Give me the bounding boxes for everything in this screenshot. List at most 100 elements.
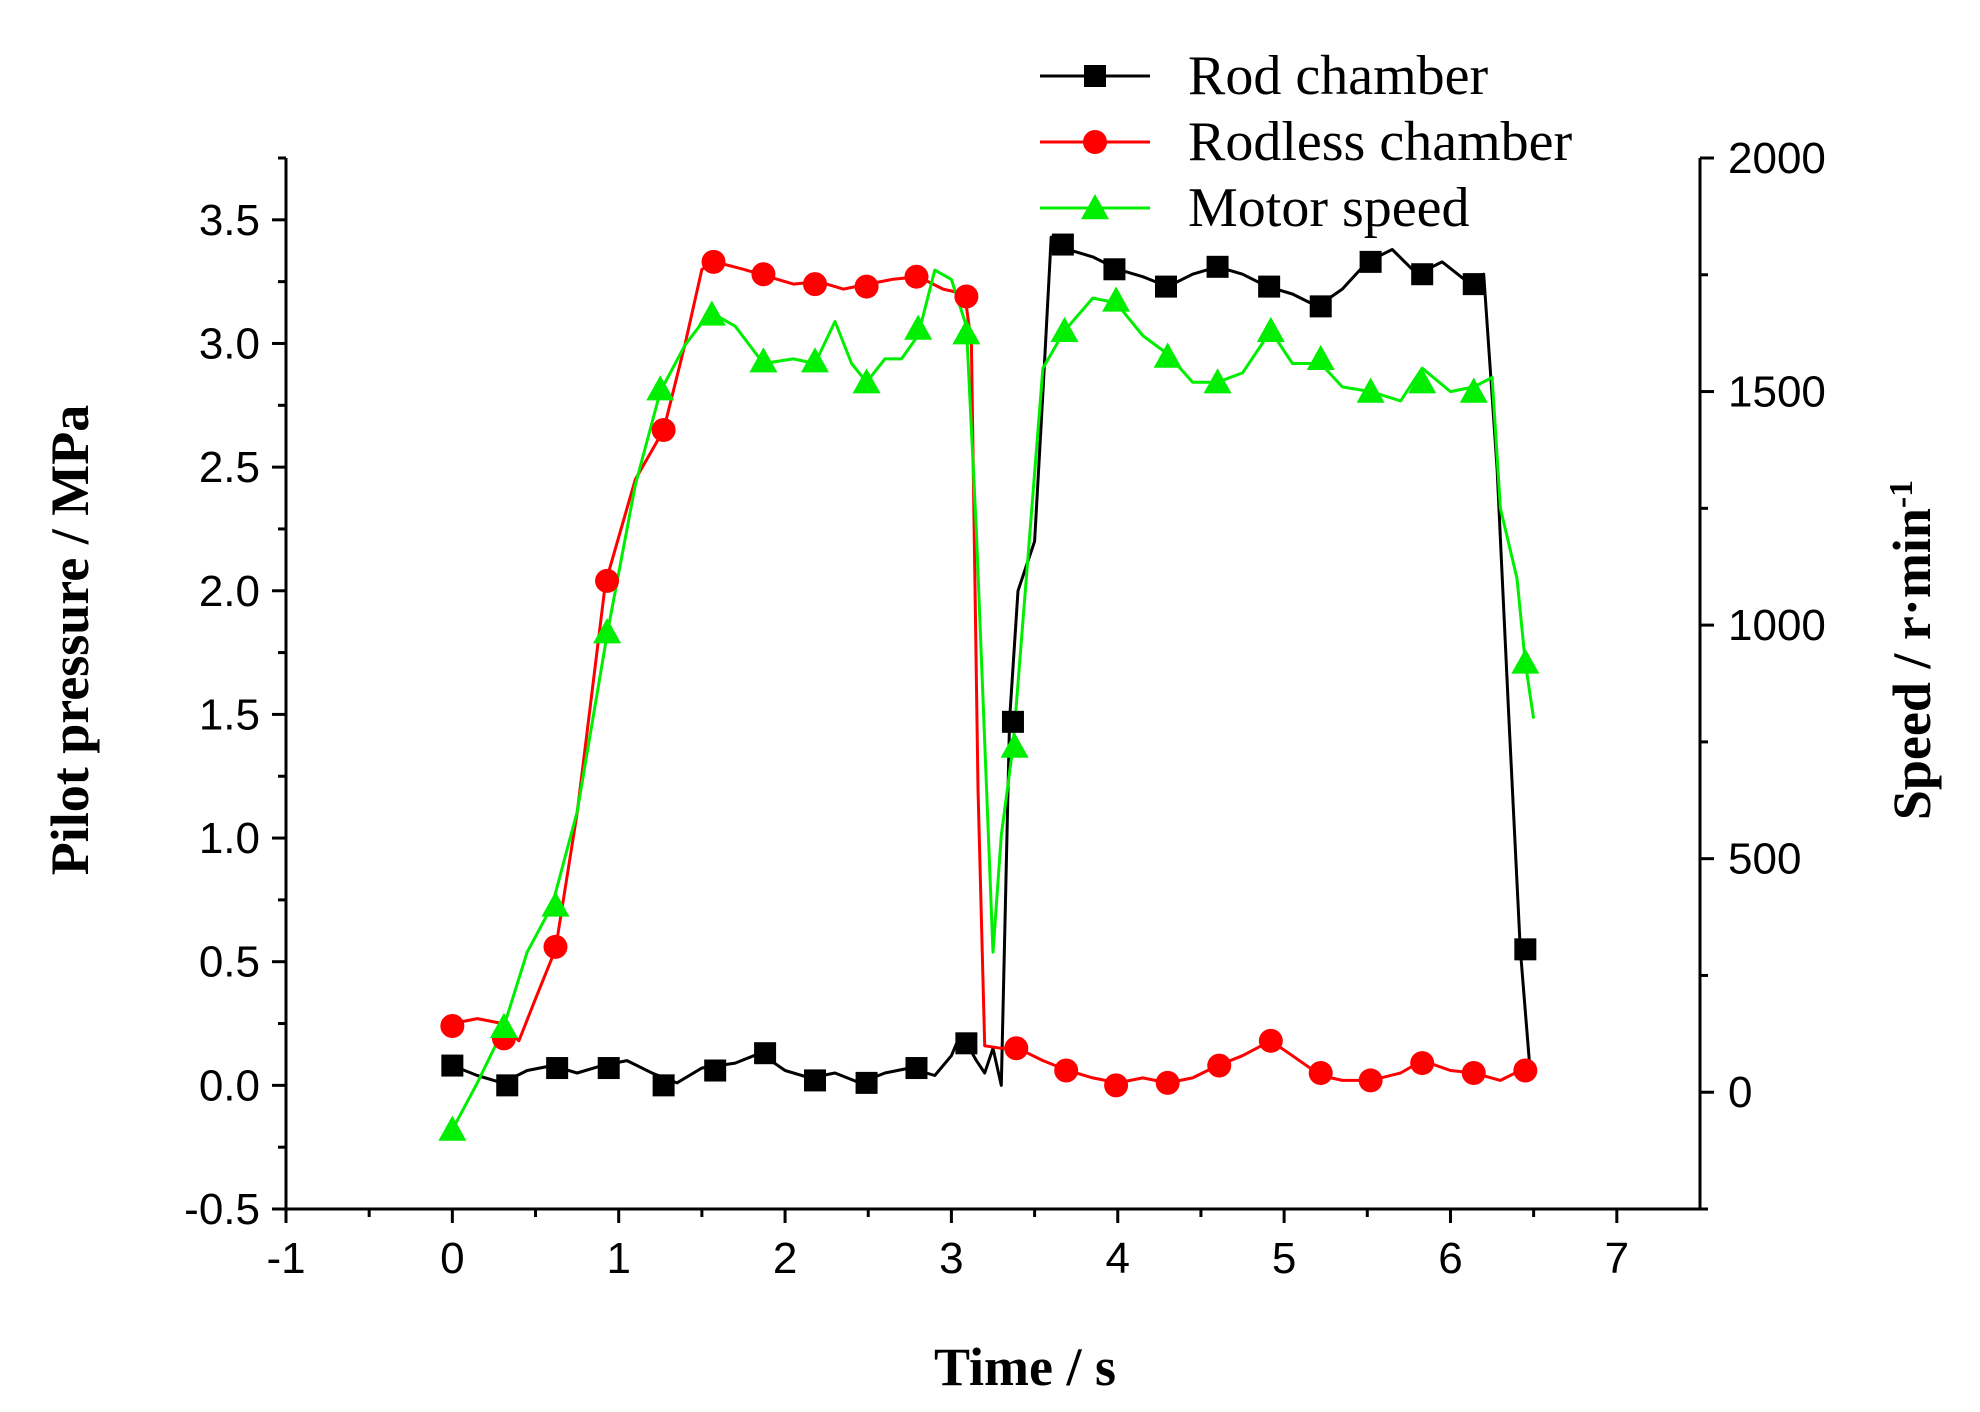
rodless-chamber-point	[854, 274, 879, 299]
y-left-tick-label: -0.5	[184, 1185, 260, 1234]
y-right-tick-label: 1500	[1728, 368, 1826, 417]
rod-chamber-point	[1462, 273, 1485, 296]
motor-speed-point	[1000, 732, 1029, 758]
rod-chamber-point	[1309, 295, 1332, 318]
motor-speed-point	[1102, 286, 1131, 312]
rod-chamber-point	[955, 1032, 978, 1055]
rodless-chamber-point	[1004, 1036, 1029, 1061]
y-left-tick-label: 2.0	[199, 567, 260, 616]
y-left-axis-title: Pilot pressure / MPa	[40, 405, 100, 875]
x-tick-label: 7	[1605, 1234, 1629, 1283]
rod-chamber-point	[441, 1054, 464, 1077]
y-right-axis-title: Speed / r·min	[1882, 508, 1942, 820]
rodless-chamber-point	[1308, 1060, 1333, 1085]
x-tick-label: 2	[773, 1234, 797, 1283]
rodless-chamber-point	[1155, 1070, 1180, 1095]
rod-chamber-point	[652, 1074, 675, 1097]
rod-chamber-point	[905, 1057, 928, 1080]
x-tick-label: -1	[266, 1234, 305, 1283]
rodless-chamber-point	[543, 934, 568, 959]
rod-chamber-point	[704, 1059, 727, 1082]
x-tick-label: 4	[1106, 1234, 1130, 1283]
motor-speed-point	[1306, 344, 1335, 371]
rodless-chamber-point	[904, 264, 929, 289]
y-right-ticks: 0 500 1000 1500 2000	[1700, 134, 1826, 1211]
motor-speed-point	[489, 1012, 518, 1039]
motor-speed-line	[451, 268, 1536, 1131]
rod-chamber-point	[804, 1069, 827, 1092]
x-axis-title: Time / s	[934, 1337, 1116, 1397]
rodless-chamber-point	[595, 568, 620, 593]
rod-chamber-point	[1155, 275, 1178, 298]
y-left-tick-label: 1.5	[199, 690, 260, 739]
legend-rodless-chamber-label: Rodless chamber	[1188, 111, 1572, 173]
svg-text:Speed / r·min-1: Speed / r·min-1	[1882, 480, 1942, 820]
rod-chamber-point	[496, 1074, 519, 1097]
legend-motor-speed-label: Motor speed	[1188, 177, 1470, 239]
rod-chamber-point	[546, 1057, 569, 1080]
y-left-tick-label: 3.0	[199, 319, 260, 368]
y-left-ticks: -0.5 0.0 0.5 1.0 1.5 2.0 2.5 3.0 3.5	[184, 156, 286, 1234]
motor-speed-point	[852, 368, 881, 394]
rodless-chamber-point	[954, 284, 979, 309]
x-tick-label: 0	[440, 1234, 464, 1283]
y-left-tick-label: 1.0	[199, 814, 260, 863]
motor-speed-point	[1256, 316, 1285, 343]
motor-speed-point	[749, 347, 778, 373]
rod-chamber-point	[1001, 710, 1024, 733]
rodless-chamber-point	[651, 418, 676, 443]
rodless-chamber-point	[803, 272, 828, 297]
rodless-chamber-point	[440, 1014, 465, 1039]
rod-chamber-point	[1411, 263, 1434, 286]
y-left-tick-label: 0.5	[199, 938, 260, 987]
motor-speed-point	[1356, 377, 1385, 403]
rodless-chamber-point	[1461, 1060, 1486, 1085]
x-ticks: -1 0 1 2 3 4 5 6 7	[266, 1209, 1629, 1283]
motor-speed-point	[1050, 316, 1079, 343]
rodless-chamber-point	[1358, 1068, 1383, 1093]
y-right-tick-label: 0	[1728, 1068, 1752, 1117]
y-left-tick-label: 2.5	[199, 443, 260, 492]
rod-chamber-point	[1258, 275, 1281, 298]
legend-rod-chamber-label: Rod chamber	[1188, 45, 1488, 107]
y-right-tick-label: 2000	[1728, 134, 1826, 183]
motor-speed-point	[697, 300, 726, 326]
rodless-chamber-point	[751, 262, 776, 287]
rodless-chamber-line	[452, 260, 1526, 1085]
rodless-chamber-point	[1207, 1053, 1232, 1078]
series-lines	[451, 235, 1536, 1131]
rod-chamber-point	[1359, 250, 1382, 273]
x-tick-label: 6	[1438, 1234, 1462, 1283]
y-left-tick-label: 3.5	[199, 196, 260, 245]
x-tick-label: 1	[606, 1234, 630, 1283]
rodless-chamber-point	[1410, 1051, 1435, 1076]
y-right-tick-label: 500	[1728, 835, 1801, 884]
x-tick-label: 3	[939, 1234, 963, 1283]
motor-speed-point	[904, 314, 933, 340]
rod-chamber-point	[1051, 233, 1074, 256]
series-markers	[438, 233, 1540, 1141]
motor-speed-point	[1203, 368, 1232, 394]
rod-chamber-point	[1103, 258, 1126, 281]
motor-speed-point	[1459, 377, 1488, 403]
rod-chamber-point	[1514, 938, 1537, 961]
legend-rod-chamber-marker	[1084, 65, 1106, 87]
rod-chamber-line	[451, 235, 1532, 1087]
rod-chamber-point	[855, 1071, 878, 1094]
x-tick-label: 5	[1272, 1234, 1296, 1283]
motor-speed-point	[541, 891, 570, 917]
motor-speed-point	[1408, 368, 1437, 394]
motor-speed-point	[1153, 342, 1182, 368]
y-right-tick-label: 1000	[1728, 601, 1826, 650]
y-left-tick-label: 0.0	[199, 1061, 260, 1110]
rodless-chamber-point	[701, 249, 726, 274]
motor-speed-point	[646, 375, 675, 401]
rod-chamber-point	[597, 1057, 620, 1080]
rodless-chamber-point	[1054, 1058, 1079, 1083]
motor-speed-point	[952, 319, 981, 345]
motor-speed-point	[593, 618, 622, 644]
motor-speed-point	[438, 1115, 467, 1141]
legend-rodless-chamber-marker	[1083, 130, 1107, 154]
